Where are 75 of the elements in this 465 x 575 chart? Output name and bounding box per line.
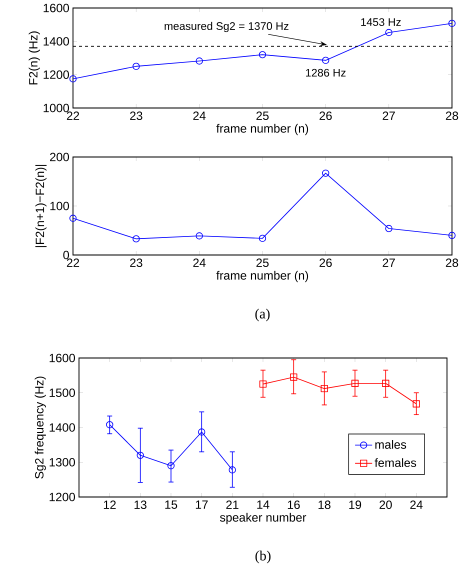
x-tick-label: 27 bbox=[382, 258, 395, 267]
x-tick-label: 16 bbox=[288, 500, 300, 510]
x-tick-label: 24 bbox=[193, 258, 206, 267]
annotation: 1286 Hz bbox=[306, 68, 346, 77]
point bbox=[290, 374, 298, 381]
x-tick-label: 18 bbox=[318, 500, 330, 510]
x-tick-label: 20 bbox=[380, 500, 392, 510]
x-axis-title: speaker number bbox=[220, 512, 306, 524]
x-tick-label: 24 bbox=[193, 112, 206, 120]
text: (b) bbox=[255, 550, 271, 564]
x-tick-label: 25 bbox=[256, 112, 269, 120]
y-tick-label: 0 bbox=[63, 250, 69, 260]
y-tick-label: 1200 bbox=[44, 70, 69, 79]
point bbox=[448, 20, 456, 27]
point bbox=[106, 421, 114, 428]
point bbox=[69, 75, 77, 82]
point bbox=[136, 452, 144, 459]
point bbox=[382, 380, 390, 387]
y-tick-label: 200 bbox=[50, 152, 69, 162]
y-tick-label: 100 bbox=[50, 202, 69, 210]
y-axis-title: Sg2 frequency (Hz) bbox=[34, 376, 46, 479]
x-axis-title: frame number (n) bbox=[216, 270, 308, 282]
point bbox=[167, 462, 175, 470]
x-tick-label: 23 bbox=[130, 258, 142, 268]
y-tick-label: 1200 bbox=[50, 492, 75, 502]
annotation: 1453 Hz bbox=[361, 18, 401, 26]
point bbox=[385, 224, 392, 232]
point bbox=[258, 234, 266, 242]
x-tick-label: 28 bbox=[446, 112, 458, 120]
x-tick-label: 27 bbox=[382, 112, 395, 120]
point bbox=[132, 62, 140, 70]
x-tick-label: 26 bbox=[320, 112, 332, 120]
legend-label: males bbox=[375, 440, 406, 449]
point bbox=[351, 380, 359, 387]
x-tick-label: 21 bbox=[226, 500, 238, 509]
x-tick-label: 26 bbox=[320, 258, 332, 268]
y-tick-label: 1500 bbox=[50, 388, 75, 397]
point bbox=[412, 400, 420, 408]
point bbox=[385, 28, 392, 36]
y-tick-label: 1600 bbox=[44, 4, 69, 12]
x-tick-label: 12 bbox=[104, 500, 116, 509]
legend-label: females bbox=[374, 458, 416, 468]
point bbox=[320, 384, 328, 392]
x-tick-label: 17 bbox=[196, 500, 208, 509]
x-tick-label: 22 bbox=[66, 258, 80, 267]
text: (a) bbox=[255, 308, 270, 322]
point bbox=[258, 51, 266, 58]
x-tick-label: 24 bbox=[410, 500, 423, 509]
point bbox=[196, 232, 203, 240]
point bbox=[196, 57, 203, 65]
x-tick-label: 19 bbox=[349, 500, 362, 510]
y-tick-label: 1400 bbox=[50, 423, 75, 432]
x-tick-label: 15 bbox=[165, 500, 178, 509]
point bbox=[228, 466, 236, 474]
y-axis-title: |F2(n+1)−F2(n)| bbox=[35, 164, 47, 248]
x-axis-title: frame number (n) bbox=[216, 124, 308, 136]
point bbox=[198, 428, 206, 436]
point bbox=[132, 235, 140, 242]
point bbox=[322, 56, 330, 64]
x-tick-label: 28 bbox=[446, 258, 458, 268]
point bbox=[259, 380, 267, 388]
x-tick-label: 14 bbox=[257, 500, 270, 509]
y-tick-label: 1400 bbox=[44, 37, 69, 46]
point bbox=[69, 214, 77, 222]
y-axis-title: F2(n) (Hz) bbox=[28, 31, 40, 84]
x-tick-label: 13 bbox=[134, 500, 146, 510]
x-tick-label: 23 bbox=[130, 112, 142, 120]
y-tick-label: 1600 bbox=[50, 354, 75, 362]
x-tick-label: 25 bbox=[256, 258, 269, 268]
ref-line-label: measured Sg2 = 1370 Hz bbox=[164, 22, 288, 32]
y-tick-label: 1000 bbox=[44, 104, 69, 112]
y-tick-label: 1300 bbox=[50, 458, 75, 466]
point bbox=[322, 170, 330, 177]
point bbox=[448, 232, 456, 239]
x-tick-label: 22 bbox=[66, 112, 80, 120]
